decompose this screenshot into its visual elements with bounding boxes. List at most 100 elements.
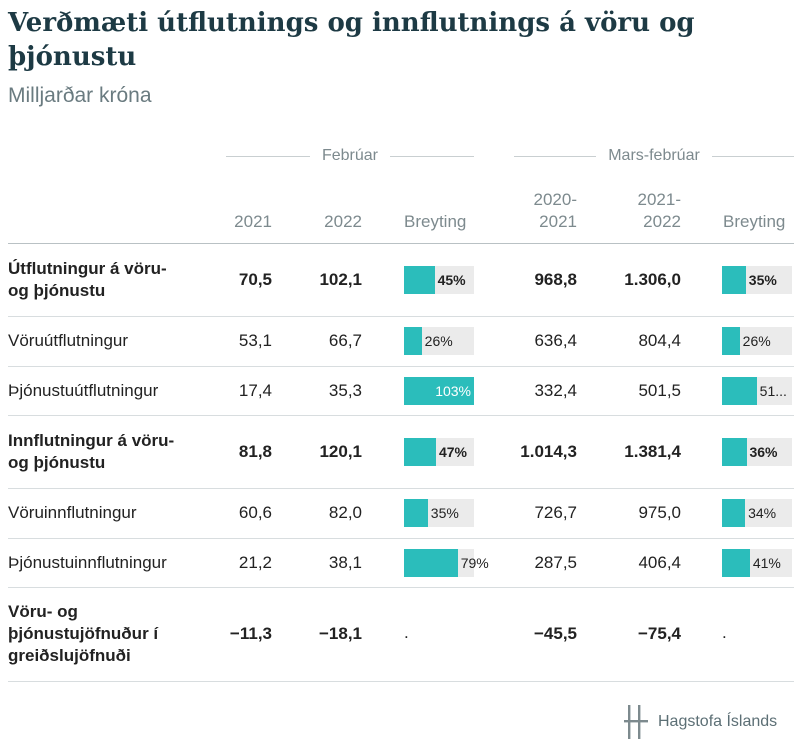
change-bar-track: 36% [722,437,792,466]
table-top-rule [8,243,794,244]
cell-value: −11,3 [229,624,272,643]
change-bar [722,265,746,294]
cell-value: 332,4 [534,380,577,400]
change-label: 26% [424,333,453,349]
row-rule [8,587,794,588]
group-header-mars-februar: Mars-febrúar [514,145,795,167]
cell-value: 726,7 [534,503,577,522]
cell-value: 60,6 [238,503,272,522]
change-bar-track: 51... [722,376,792,405]
row-label: Vöru- og [8,602,78,621]
row-rule [8,316,794,317]
cell-value: 406,4 [638,552,681,572]
cell-value: 81,8 [238,441,272,461]
change-bar [404,376,474,405]
col-head-breyting-2: Breyting [723,212,786,231]
col-head-2021-2022-a: 2021- [637,190,681,209]
change-label: 36% [749,443,778,460]
cell-value: 102,1 [319,269,362,289]
change-bar [722,376,757,405]
change-bar [404,437,436,466]
change-bar [722,499,746,527]
row-rule [8,538,794,539]
cell-value: 287,5 [534,552,577,572]
change-label: 47% [438,443,467,460]
change-bar [404,548,458,577]
row-label: þjónustujöfnuður í [8,624,159,643]
hagstofa-logo: Hagstofa Íslands [624,705,777,739]
group-header-label: Mars-febrúar [608,147,700,164]
change-bar [722,548,750,577]
col-head-2020-2021-b: 2021 [539,212,577,231]
cell-value: 1.381,4 [624,441,681,461]
hagstofa-logo-icon [624,705,648,739]
cell-value: 120,1 [319,441,362,461]
change-bar [722,327,740,355]
change-bar-track: 79% [404,548,489,577]
chart-title: Verðmæti útflutnings og innflutnings á v… [8,8,695,72]
change-empty: . [722,623,727,642]
col-head-2022: 2022 [324,212,362,231]
change-bar-track: 26% [722,327,792,355]
cell-value: 70,5 [238,269,272,289]
row-label: Þjónustuútflutningur [8,380,159,400]
change-bar-track: 45% [404,265,474,294]
change-bar-track: 35% [722,265,792,294]
cell-value: −18,1 [318,624,362,643]
cell-value: 968,8 [534,269,577,289]
cell-value: −45,5 [533,624,577,643]
cell-value: 21,2 [238,552,272,572]
cell-value: 53,1 [238,331,272,350]
change-bar-track: 41% [722,548,792,577]
cell-value: 17,4 [238,380,272,400]
row-label: Útflutningur á vöru- [8,258,167,278]
change-bar-track: 26% [404,327,474,355]
row-label: Þjónustuinnflutningur [8,552,167,572]
col-head-2020-2021-a: 2020- [533,190,577,209]
change-empty: . [404,623,409,642]
col-head-2021: 2021 [234,212,272,231]
change-label: 45% [437,271,466,288]
change-bar [404,499,428,527]
row-rule [8,366,794,367]
change-bar-track: 34% [722,499,792,527]
change-label: 41% [752,554,781,571]
row-label: Vöruinnflutningur [8,503,137,522]
group-header-label: Febrúar [321,147,379,164]
group-header-februar: Febrúar [226,145,474,167]
cell-value: 804,4 [638,331,681,350]
row-label: og þjónustu [8,280,106,300]
change-label: 79% [460,554,489,571]
row-rule [8,488,794,489]
row-label: Innflutningur á vöru- [8,430,175,450]
chart-subtitle: Milljarðar króna [8,84,152,107]
cell-value: 1.306,0 [624,269,681,289]
row-label: og þjónustu [8,452,106,472]
change-bar-track: 103% [404,376,474,405]
change-label: 34% [748,505,777,521]
cell-value: 636,4 [534,331,577,350]
cell-value: 35,3 [328,380,362,400]
cell-value: 82,0 [328,503,362,522]
row-label: greiðslujöfnuði [8,646,131,665]
change-bar-track: 47% [404,437,474,466]
row-label: Vöruútflutningur [8,331,129,350]
change-label: 35% [748,271,777,288]
change-label: 26% [742,333,771,349]
change-bar-track: 35% [404,499,474,527]
cell-value: 501,5 [638,380,681,400]
cell-value: 38,1 [328,552,362,572]
cell-value: 66,7 [328,331,362,350]
cell-value: −75,4 [637,624,681,643]
brand-name: Hagstofa Íslands [658,713,778,730]
change-label: 103% [435,382,471,399]
change-bar [722,437,747,466]
change-label: 51... [759,382,787,399]
col-head-breyting-1: Breyting [404,212,467,231]
cell-value: 975,0 [638,503,681,522]
row-rule [8,681,794,682]
row-rule [8,415,794,416]
change-bar [404,265,435,294]
cell-value: 1.014,3 [520,441,577,461]
change-bar [404,327,422,355]
